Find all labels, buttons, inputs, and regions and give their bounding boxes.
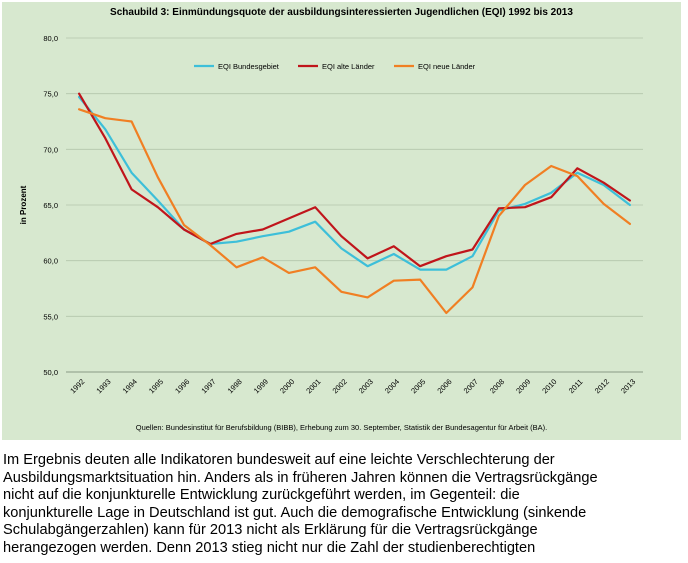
x-tick-label: 2004 xyxy=(383,377,401,395)
legend-label: EQI Bundesgebiet xyxy=(218,62,280,71)
body-line: Ausbildungsmarktsituation hin. Anders al… xyxy=(3,469,598,486)
x-tick-label: 1996 xyxy=(173,377,191,395)
y-tick-label: 60,0 xyxy=(43,257,58,266)
x-tick-label: 2006 xyxy=(435,377,453,395)
series-line xyxy=(77,92,632,268)
legend-label: EQI neue Länder xyxy=(418,62,476,71)
x-tick-label: 2005 xyxy=(409,377,427,395)
x-tick-label: 1999 xyxy=(252,377,270,395)
x-tick-label: 2013 xyxy=(619,377,637,395)
y-tick-label: 70,0 xyxy=(43,145,58,154)
series-line xyxy=(77,95,632,271)
chart-panel: Schaubild 3: Einmündungsquote der ausbil… xyxy=(2,2,681,440)
x-tick-label: 1998 xyxy=(226,377,244,395)
y-axis-title: in Prozent xyxy=(19,185,28,224)
body-paragraph: Im Ergebnis deuten alle Indikatoren bund… xyxy=(3,452,685,558)
x-tick-label: 2003 xyxy=(357,377,375,395)
x-tick-label: 2010 xyxy=(540,377,558,395)
x-tick-label: 2011 xyxy=(567,377,585,395)
x-tick-label: 1993 xyxy=(94,377,112,395)
x-tick-label: 2009 xyxy=(514,377,532,395)
body-line: nicht auf die konjunkturelle Entwicklung… xyxy=(3,487,520,504)
x-tick-label: 2000 xyxy=(278,377,296,395)
body-line: herangezogen werden. Denn 2013 stieg nic… xyxy=(3,539,536,556)
source-note: Quellen: Bundesinstitut für Berufsbildun… xyxy=(135,423,548,432)
x-tick-label: 2002 xyxy=(331,377,349,395)
x-tick-label: 2012 xyxy=(593,377,611,395)
y-tick-label: 55,0 xyxy=(43,312,58,321)
x-tick-label: 1992 xyxy=(68,377,86,395)
y-tick-label: 65,0 xyxy=(43,201,58,210)
x-tick-label: 2007 xyxy=(462,377,480,395)
x-tick-label: 1994 xyxy=(121,377,139,395)
line-chart: 80,0 75,0 70,0 65,0 60,0 55,0 50,0 1992 1993 1994… xyxy=(19,34,643,395)
body-line: konjunkturelle Lage in Deutschland ist g… xyxy=(3,504,587,521)
chart-title: Schaubild 3: Einmündungsquote der ausbil… xyxy=(110,7,573,18)
x-tick-label: 1997 xyxy=(199,377,217,395)
x-tick-label: 2001 xyxy=(304,377,322,395)
body-line: Schulabgängerzahlen) kann für 2013 nicht… xyxy=(3,522,538,539)
legend-label: EQI alte Länder xyxy=(322,62,375,71)
y-tick-label: 75,0 xyxy=(43,90,58,99)
y-tick-label: 80,0 xyxy=(43,34,58,43)
x-tick-label: 1995 xyxy=(147,377,165,395)
series-line xyxy=(77,108,632,315)
body-line: Im Ergebnis deuten alle Indikatoren bund… xyxy=(3,452,555,468)
y-tick-label: 50,0 xyxy=(43,368,58,377)
x-tick-label: 2008 xyxy=(488,377,506,395)
